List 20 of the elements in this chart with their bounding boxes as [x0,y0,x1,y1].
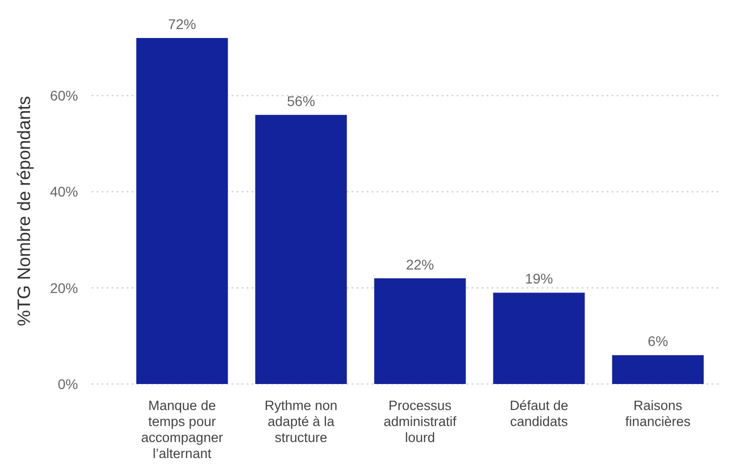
y-tick-label: 40% [50,184,78,200]
y-tick-label: 20% [50,280,78,296]
data-label: 56% [287,92,316,109]
bar [493,292,585,384]
x-tick-label: Processus administratif lourd [384,398,457,445]
y-axis-title: %TG Nombre de répondants [14,96,34,326]
data-label: 6% [648,333,668,350]
bar [136,38,228,384]
y-tick-label: 0% [58,376,78,392]
data-label: 72% [168,16,196,32]
bar [612,355,704,384]
x-tick-label: Défaut de candidats [510,398,568,429]
x-tick-label: Rythme non adapté à la structure [264,398,338,445]
bar [255,114,347,384]
bar [374,278,466,384]
x-tick-label: Raisons financières [625,398,691,429]
data-label: 19% [524,270,553,287]
y-tick-label: 60% [50,88,78,104]
x-tick-label: Manque de temps pour accompagner l’alternant [141,398,224,461]
data-label: 22% [406,256,434,272]
